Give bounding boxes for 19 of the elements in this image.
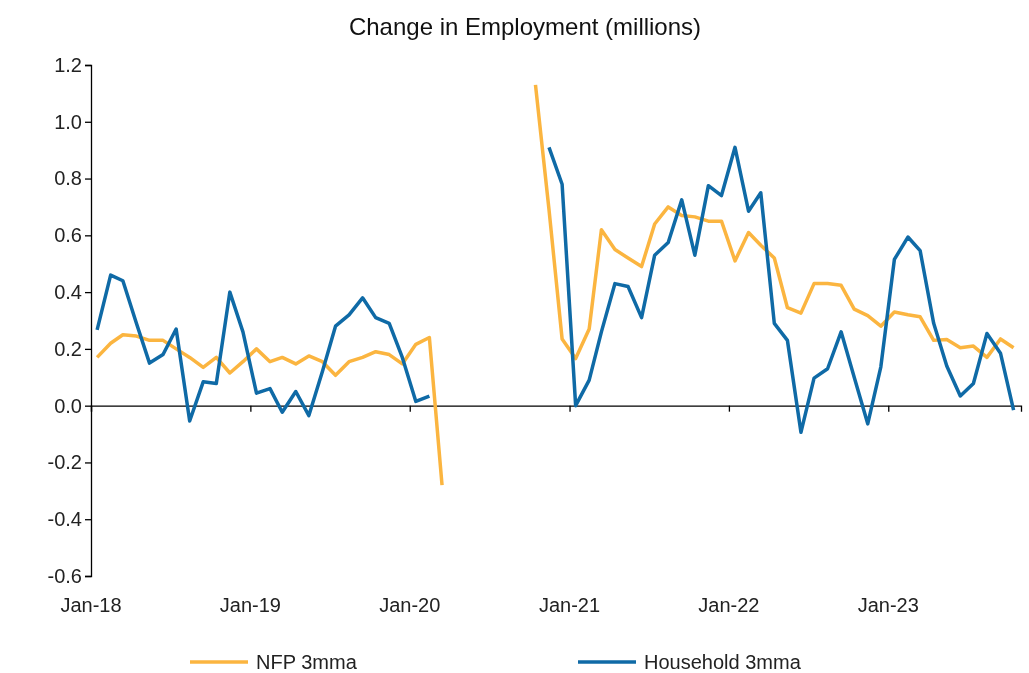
y-tick-label: 0.8 (54, 167, 82, 190)
y-tick-label: -0.2 (47, 451, 82, 474)
x-tick-label: Jan-19 (219, 594, 281, 616)
x-tick-label: Jan-23 (857, 594, 919, 616)
legend-label: NFP 3mma (256, 651, 358, 673)
x-tick-label: Jan-20 (379, 594, 441, 616)
x-tick-label: Jan-21 (538, 594, 601, 616)
y-tick-label: 0.6 (54, 224, 82, 247)
chart-title: Change in Employment (millions) (348, 13, 702, 40)
y-tick-label: 0.0 (54, 394, 82, 417)
x-tick-label: Jan-18 (60, 594, 122, 616)
y-tick-label: 1.0 (54, 110, 82, 133)
legend-label: Household 3mma (644, 651, 802, 673)
x-tick-label: Jan-22 (698, 594, 760, 616)
y-tick-label: 1.2 (54, 53, 82, 76)
y-tick-label: -0.4 (47, 508, 82, 531)
y-tick-label: 0.4 (54, 281, 82, 304)
y-tick-label: -0.6 (47, 564, 82, 587)
y-tick-label: 0.2 (54, 337, 82, 360)
